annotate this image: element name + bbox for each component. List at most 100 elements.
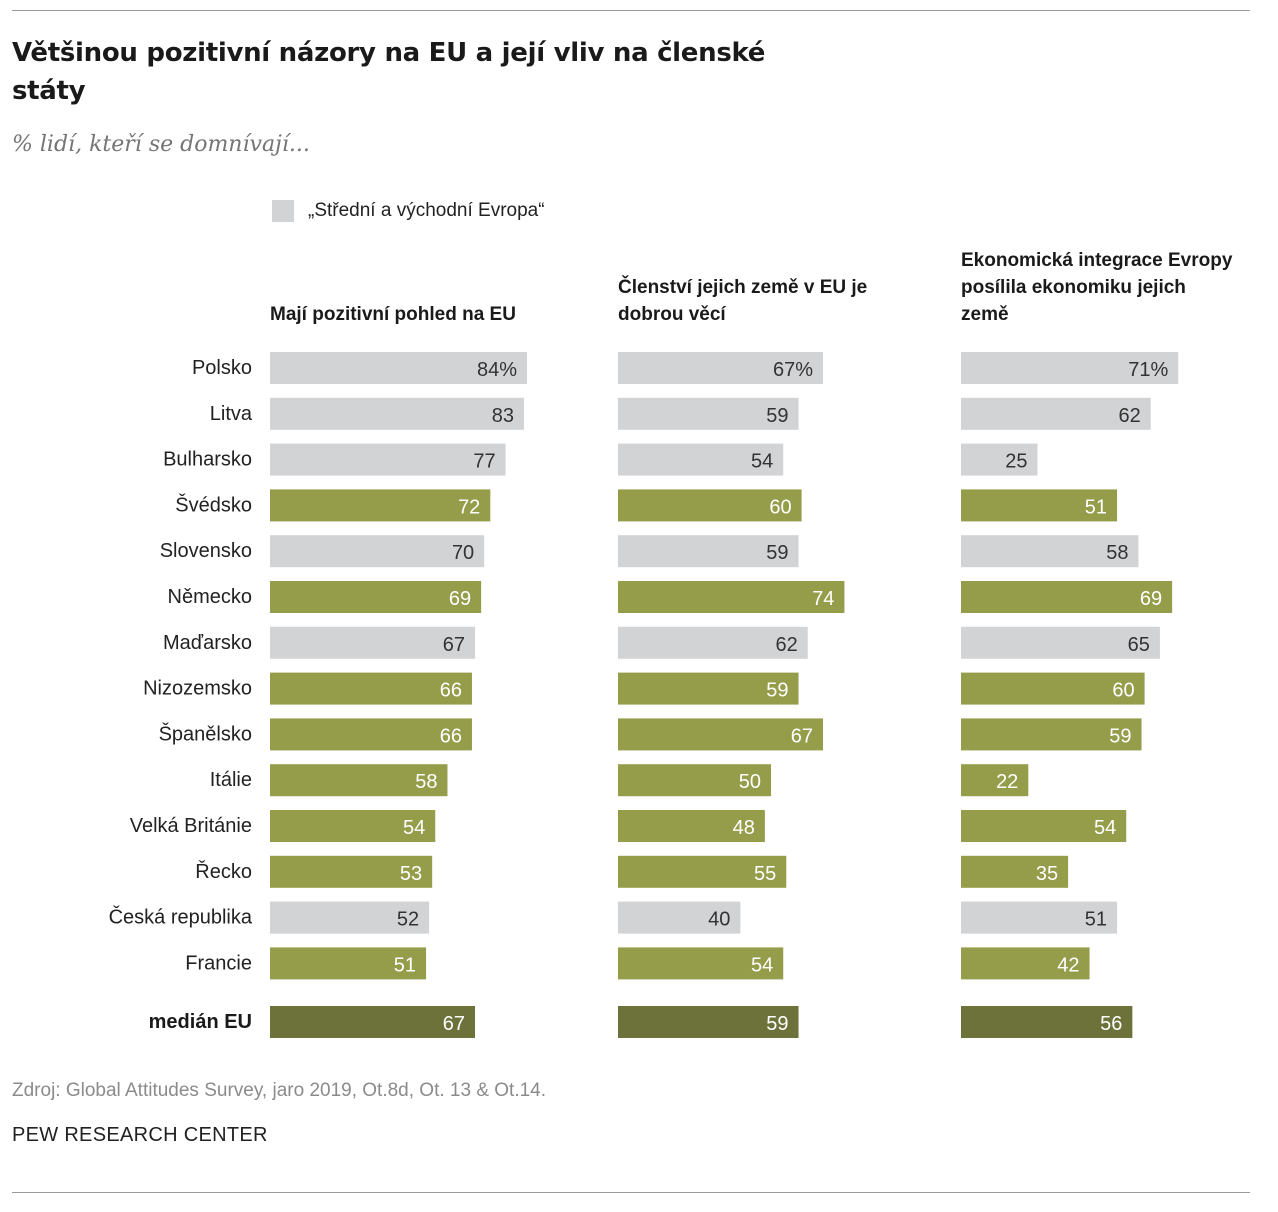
bar (270, 810, 436, 842)
bar (270, 581, 482, 613)
bar (618, 443, 784, 476)
median-bar (618, 1006, 799, 1038)
median-value-label: 59 (766, 1013, 788, 1035)
bar-value-label: 70 (452, 542, 474, 564)
category-label: Německo (168, 586, 252, 608)
bar (270, 947, 427, 980)
bar (618, 352, 824, 384)
bar (961, 901, 1118, 934)
category-label: Nizozemsko (143, 678, 252, 700)
bar-value-label: 55 (754, 863, 776, 885)
bar (618, 947, 784, 980)
category-label: Španělsko (159, 722, 252, 745)
chart-title: Většinou pozitivní názory na EU a její v… (12, 38, 766, 106)
category-label: Slovensko (160, 540, 252, 562)
legend-swatch (272, 200, 294, 222)
median-value-label: 56 (1100, 1013, 1122, 1035)
chart-subtitle: % lidí, kteří se domnívají... (12, 132, 310, 157)
bar-value-label: 25 (1005, 451, 1027, 473)
bar-value-label: 35 (1036, 863, 1058, 885)
median-bar (270, 1006, 476, 1038)
bar-value-label: 67% (773, 359, 813, 381)
bar-value-label: 69 (1140, 588, 1162, 610)
category-label: Litva (210, 403, 253, 425)
bar (270, 901, 430, 934)
category-label: Švédsko (175, 493, 252, 516)
bar (270, 855, 433, 888)
bar-value-label: 54 (751, 451, 773, 473)
panel-header: Ekonomická integrace Evropy (961, 250, 1233, 271)
bar-value-label: 60 (769, 496, 791, 518)
bar-value-label: 74 (812, 588, 834, 610)
category-label: Maďarsko (163, 632, 252, 654)
bar (618, 626, 808, 659)
bar (961, 443, 1038, 476)
bar (270, 443, 506, 476)
bar-value-label: 40 (708, 909, 730, 931)
bar (961, 626, 1160, 659)
bar (618, 764, 771, 797)
panel-header: Mají pozitivní pohled na EU (270, 304, 516, 325)
legend-label: „Střední a východní Evropa“ (308, 200, 545, 221)
bar (961, 672, 1145, 705)
category-label: Polsko (192, 357, 252, 379)
bar-value-label: 65 (1128, 634, 1150, 656)
bar-value-label: 54 (751, 954, 773, 976)
source-note: Zdroj: Global Attitudes Survey, jaro 201… (12, 1080, 547, 1101)
bar (618, 901, 741, 934)
bar-value-label: 67 (443, 634, 465, 656)
panel-header: země (961, 304, 1009, 325)
bar-value-label: 71% (1128, 359, 1168, 381)
bar-value-label: 66 (440, 725, 462, 747)
bar-value-label: 62 (775, 634, 797, 656)
bar (961, 810, 1127, 842)
category-label: Česká republika (109, 906, 253, 929)
bar-value-label: 59 (766, 405, 788, 427)
bar (270, 764, 448, 797)
bar-value-label: 52 (397, 909, 419, 931)
bar-value-label: 22 (996, 771, 1018, 793)
bar (618, 718, 824, 751)
panel-header: dobrou věcí (618, 304, 726, 325)
bottom-rule (12, 1192, 1250, 1193)
category-label: Bulharsko (163, 449, 252, 471)
bar (618, 397, 799, 430)
bar-value-label: 59 (766, 542, 788, 564)
bar (270, 352, 528, 384)
bar-value-label: 60 (1112, 680, 1134, 702)
bar (618, 810, 765, 842)
bar (961, 397, 1151, 430)
category-label: Itálie (210, 769, 252, 791)
bar-value-label: 59 (1109, 725, 1131, 747)
bar-value-label: 48 (733, 817, 755, 839)
category-label: Řecko (195, 860, 252, 883)
bar (961, 581, 1173, 613)
bar-value-label: 66 (440, 680, 462, 702)
legend: „Střední a východní Evropa“ (272, 200, 545, 222)
bar-value-label: 84% (477, 359, 517, 381)
bar-value-label: 53 (400, 863, 422, 885)
bar (961, 535, 1139, 568)
bar-value-label: 50 (739, 771, 761, 793)
bar-value-label: 51 (1085, 496, 1107, 518)
bar (961, 764, 1029, 797)
bar-value-label: 77 (473, 451, 495, 473)
bar (270, 626, 476, 659)
bar (618, 535, 799, 568)
bar (618, 581, 845, 613)
median-value-label: 67 (443, 1013, 465, 1035)
bar-value-label: 58 (1106, 542, 1128, 564)
bar (961, 352, 1179, 384)
bar-value-label: 72 (458, 496, 480, 518)
bar-value-label: 42 (1057, 954, 1079, 976)
bar (270, 397, 524, 430)
median-bar (961, 1006, 1133, 1038)
bar-value-label: 58 (415, 771, 437, 793)
category-label: Francie (185, 952, 252, 974)
bar-value-label: 54 (403, 817, 425, 839)
footer-brand: PEW RESEARCH CENTER (12, 1124, 268, 1146)
bar-value-label: 51 (394, 954, 416, 976)
bar-value-label: 62 (1118, 405, 1140, 427)
bar (961, 855, 1069, 888)
